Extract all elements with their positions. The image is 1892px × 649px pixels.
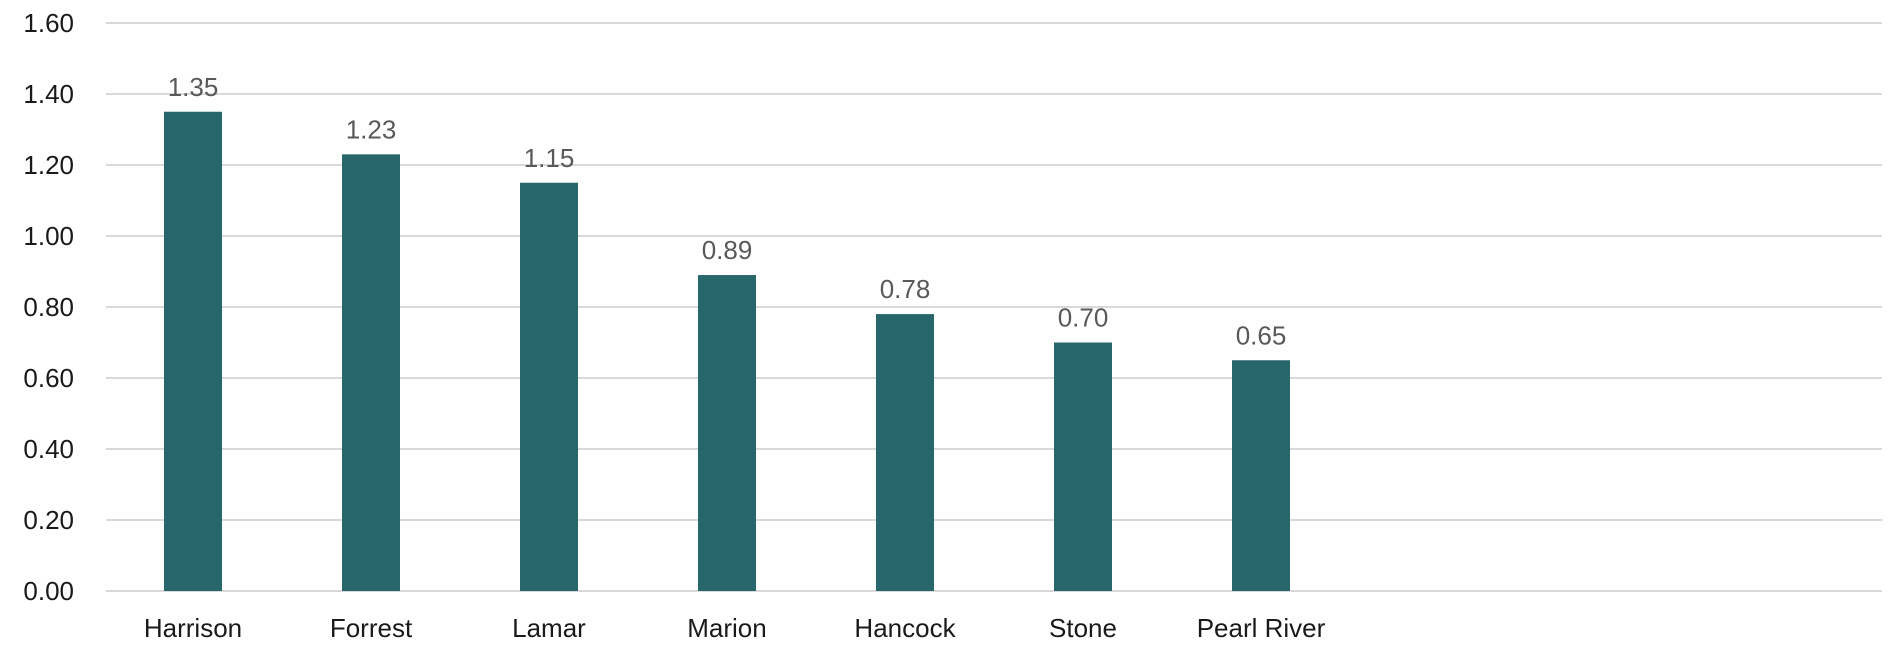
- data-label: 1.23: [346, 114, 397, 144]
- x-tick-label: Forrest: [330, 613, 413, 643]
- data-label: 0.65: [1236, 320, 1287, 350]
- data-label: 1.15: [524, 143, 575, 173]
- data-label: 0.89: [702, 235, 753, 265]
- y-tick-label: 0.60: [23, 363, 74, 393]
- y-axis-tick-labels: 0.00 0.20 0.40 0.60 0.80 1.00 1.20 1.40 1.60: [23, 8, 74, 606]
- y-tick-label: 0.40: [23, 434, 74, 464]
- data-labels: 1.35 1.23 1.15 0.89 0.78 0.70 0.65: [168, 72, 1287, 351]
- data-label: 0.78: [880, 274, 931, 304]
- x-tick-label: Marion: [687, 613, 766, 643]
- bar-hancock: [876, 314, 934, 591]
- y-tick-label: 0.80: [23, 292, 74, 322]
- x-tick-label: Hancock: [854, 613, 956, 643]
- y-tick-label: 1.60: [23, 8, 74, 38]
- x-tick-label: Stone: [1049, 613, 1117, 643]
- x-axis-category-labels: Harrison Forrest Lamar Marion Hancock Stone Pe…: [144, 613, 1326, 643]
- gridlines: [106, 22, 1882, 592]
- bar-pearl-river: [1232, 360, 1290, 591]
- bar-harrison: [164, 111, 222, 591]
- y-tick-label: 1.40: [23, 79, 74, 109]
- bar-forrest: [342, 154, 400, 591]
- bar-stone: [1054, 342, 1112, 591]
- bar-marion: [698, 275, 756, 591]
- x-tick-label: Pearl River: [1197, 613, 1326, 643]
- y-tick-label: 0.20: [23, 505, 74, 535]
- data-label: 1.35: [168, 72, 219, 102]
- data-label: 0.70: [1058, 303, 1109, 333]
- bar-lamar: [520, 182, 578, 591]
- y-tick-label: 0.00: [23, 576, 74, 606]
- bars: [164, 111, 1290, 591]
- y-tick-label: 1.00: [23, 221, 74, 251]
- x-tick-label: Harrison: [144, 613, 242, 643]
- x-tick-label: Lamar: [512, 613, 586, 643]
- y-tick-label: 1.20: [23, 150, 74, 180]
